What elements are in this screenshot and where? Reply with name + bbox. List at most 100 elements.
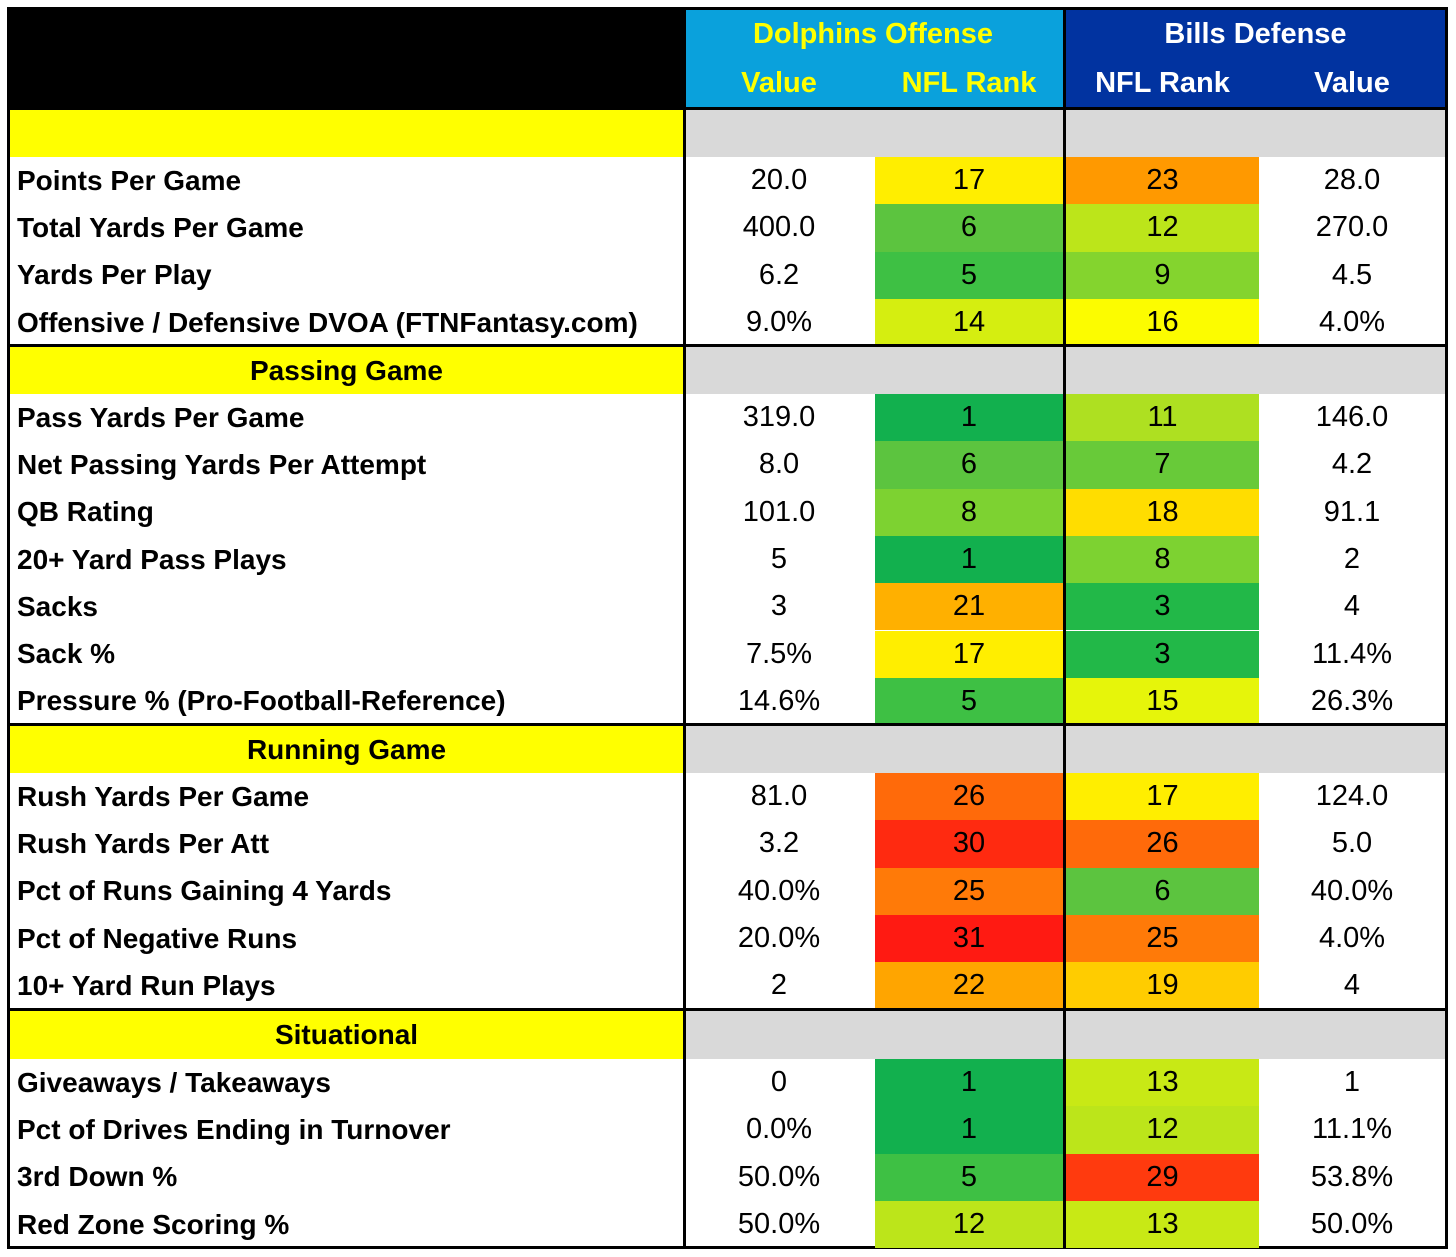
metric-label: Rush Yards Per Att	[17, 827, 270, 859]
bills-rank-cell: 25	[1066, 914, 1259, 963]
bills-value-cell: 91.1	[1323, 495, 1381, 528]
table-row: Total Yards Per Game 400.0 6 12 270.0	[10, 204, 1445, 252]
metric-label: Pass Yards Per Game	[17, 401, 305, 433]
metric-label: Red Zone Scoring %	[17, 1208, 290, 1240]
table-row: Red Zone Scoring % 50.0% 12 13 50.0%	[10, 1200, 1445, 1249]
bills-rank-cell: 6	[1066, 867, 1259, 915]
bills-rank-header: NFL Rank	[1095, 67, 1230, 99]
metric-label: QB Rating	[17, 496, 154, 528]
dolphins-offense-title: Dolphins Offense	[752, 18, 994, 50]
bills-value-cell: 26.3%	[1310, 684, 1394, 717]
dolphins-value-cell: 101.0	[742, 495, 816, 528]
table-row: QB Rating 101.0 8 18 91.1	[10, 488, 1445, 536]
bills-rank-cell: 8	[1066, 535, 1259, 584]
dolphins-value-cell: 20.0	[750, 164, 808, 197]
metric-label: 3rd Down %	[17, 1161, 178, 1193]
dolphins-value-cell: 20.0%	[737, 922, 821, 955]
dolphins-value-cell: 5	[770, 543, 788, 576]
bills-value-cell: 4.0%	[1318, 922, 1386, 955]
bills-value-cell: 5.0	[1331, 827, 1373, 860]
bills-value-cell: 1	[1343, 1066, 1361, 1099]
bills-value-cell: 11.4%	[1311, 637, 1393, 670]
table-row: Rush Yards Per Game 81.0 26 17 124.0	[10, 773, 1445, 821]
metric-label: Pct of Negative Runs	[17, 922, 298, 954]
dolphins-rank-cell: 12	[875, 1200, 1063, 1249]
bills-rank-cell: 26	[1066, 820, 1259, 868]
bills-rank-cell: 19	[1066, 962, 1259, 1010]
bills-value-cell: 146.0	[1315, 401, 1389, 434]
dolphins-rank-cell: 25	[875, 867, 1063, 915]
section-divider	[10, 723, 1445, 726]
bills-value-cell: 124.0	[1315, 780, 1389, 813]
table-row: Sack % 7.5% 17 3 11.4%	[10, 630, 1445, 678]
dolphins-rank-cell: 1	[875, 1106, 1063, 1154]
metric-label: Total Yards Per Game	[17, 211, 304, 243]
bills-rank-cell: 29	[1066, 1153, 1259, 1201]
dolphins-value-cell: 6.2	[758, 258, 800, 291]
bills-rank-cell: 3	[1066, 630, 1259, 678]
team-divider	[1063, 10, 1066, 1246]
dolphins-rank-cell: 6	[875, 204, 1063, 252]
section-title: Running Game	[10, 726, 683, 773]
bills-rank-cell: 17	[1066, 773, 1259, 821]
dolphins-rank-cell: 22	[875, 962, 1063, 1010]
section-divider	[10, 344, 1445, 347]
section-header: Running Game	[10, 726, 1445, 773]
bills-rank-cell: 23	[1066, 157, 1259, 205]
dolphins-rank-cell: 21	[875, 583, 1063, 631]
metric-label: Pct of Drives Ending in Turnover	[17, 1113, 451, 1145]
dolphins-rank-cell: 17	[875, 157, 1063, 205]
table-row: Offensive / Defensive DVOA (FTNFantasy.c…	[10, 298, 1445, 347]
section-header: Situational	[10, 1011, 1445, 1059]
header-blank	[10, 10, 683, 107]
table-row: Rush Yards Per Att 3.2 30 26 5.0	[10, 820, 1445, 868]
table-row: 20+ Yard Pass Plays 5 1 8 2	[10, 535, 1445, 584]
dolphins-rank-cell: 5	[875, 251, 1063, 299]
dolphins-value-cell: 50.0%	[737, 1160, 821, 1193]
section-title: Situational	[10, 1011, 683, 1059]
table-row: 10+ Yard Run Plays 2 22 19 4	[10, 962, 1445, 1010]
metric-label: Offensive / Defensive DVOA (FTNFantasy.c…	[17, 306, 638, 338]
table-row: 3rd Down % 50.0% 5 29 53.8%	[10, 1153, 1445, 1201]
bills-value-cell: 53.8%	[1310, 1160, 1394, 1193]
dolphins-rank-cell: 14	[875, 298, 1063, 347]
bills-value-cell: 28.0	[1323, 164, 1381, 197]
bills-value-cell: 4	[1343, 969, 1361, 1002]
section-header: Passing Game	[10, 347, 1445, 394]
dolphins-value-cell: 3	[770, 590, 788, 623]
metric-label: 10+ Yard Run Plays	[17, 969, 276, 1001]
dolphins-rank-cell: 5	[875, 1153, 1063, 1201]
dolphins-value-cell: 9.0%	[745, 306, 813, 339]
bills-rank-cell: 9	[1066, 251, 1259, 299]
dolphins-rank-cell: 30	[875, 820, 1063, 868]
dolphins-value-cell: 2	[770, 969, 788, 1002]
bills-defense-header: Bills Defense NFL Rank Value	[1066, 10, 1445, 107]
metric-label: Points Per Game	[17, 164, 242, 196]
dolphins-value-cell: 14.6%	[737, 684, 821, 717]
dolphins-rank-cell: 8	[875, 488, 1063, 536]
bills-value-cell: 4	[1343, 590, 1361, 623]
header-divider	[10, 107, 1445, 110]
metric-label: Yards Per Play	[17, 259, 212, 291]
bills-value-cell: 4.2	[1331, 448, 1373, 481]
bills-value-header: Value	[1314, 67, 1390, 99]
table-row: Pressure % (Pro-Football-Reference) 14.6%…	[10, 677, 1445, 726]
dolphins-value-header: Value	[741, 67, 817, 99]
table-row: Points Per Game 20.0 17 23 28.0	[10, 157, 1445, 205]
dolphins-rank-cell: 26	[875, 773, 1063, 821]
dolphins-rank-header: NFL Rank	[901, 67, 1037, 99]
table-row: Pct of Negative Runs 20.0% 31 25 4.0%	[10, 914, 1445, 963]
bills-value-cell: 50.0%	[1310, 1208, 1394, 1241]
metric-label: 20+ Yard Pass Plays	[17, 543, 287, 575]
dolphins-value-cell: 319.0	[742, 401, 816, 434]
dolphins-value-cell: 40.0%	[737, 874, 821, 907]
table-row: Yards Per Play 6.2 5 9 4.5	[10, 251, 1445, 299]
dolphins-value-cell: 0	[770, 1066, 788, 1099]
table-row: Giveaways / Takeaways 0 1 13 1	[10, 1059, 1445, 1107]
table-row: Pct of Drives Ending in Turnover 0.0% 1 12 1…	[10, 1106, 1445, 1154]
dolphins-value-cell: 3.2	[758, 827, 800, 860]
bills-value-cell: 270.0	[1315, 211, 1389, 244]
bills-rank-cell: 3	[1066, 583, 1259, 631]
dolphins-rank-cell: 1	[875, 394, 1063, 442]
dolphins-rank-cell: 6	[875, 441, 1063, 489]
